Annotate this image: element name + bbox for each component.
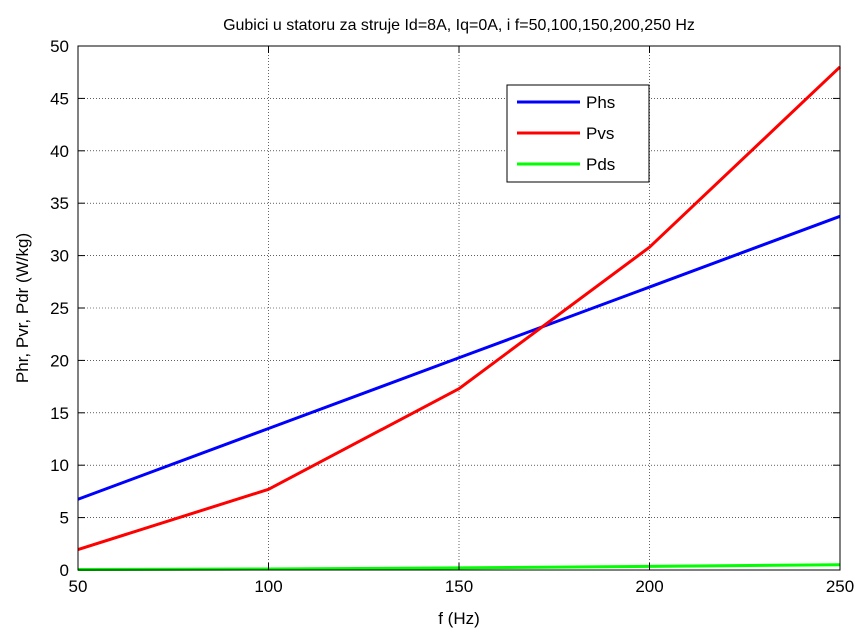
x-tick-label: 100 — [254, 577, 282, 596]
x-tick-label: 150 — [445, 577, 473, 596]
ticks — [77, 45, 841, 571]
y-tick-label: 35 — [50, 194, 69, 213]
y-tick-label: 5 — [60, 509, 69, 528]
y-axis-title: Phr, Pvr, Pdr (W/kg) — [13, 233, 32, 383]
legend-label-phs: Phs — [586, 93, 615, 112]
series-line-pvs — [77, 65, 842, 551]
grid — [78, 46, 840, 570]
y-tick-label: 25 — [50, 299, 69, 318]
chart-title: Gubici u statoru za struje Id=8A, Iq=0A,… — [223, 17, 695, 34]
y-tick-label: 30 — [50, 247, 69, 266]
y-tick-label: 45 — [50, 89, 69, 108]
y-tick-label: 15 — [50, 404, 69, 423]
x-tick-label: 200 — [635, 577, 663, 596]
x-axis-title: f (Hz) — [438, 609, 480, 628]
y-tick-label: 0 — [60, 561, 69, 580]
legend: Phs Pvs Pds — [506, 84, 650, 183]
legend-label-pvs: Pvs — [586, 124, 614, 143]
x-tick-label: 50 — [69, 577, 88, 596]
legend-label-pds: Pds — [586, 155, 615, 174]
x-tick-label: 250 — [826, 577, 854, 596]
series-line-phs — [77, 214, 841, 501]
y-tick-label: 10 — [50, 456, 69, 475]
y-tick-label: 50 — [50, 37, 69, 56]
y-tick-label: 20 — [50, 351, 69, 370]
tick-labels: 50 100 150 200 250 0 5 10 15 20 25 30 35 40 45 50 — [50, 37, 854, 596]
y-tick-label: 40 — [50, 142, 69, 161]
